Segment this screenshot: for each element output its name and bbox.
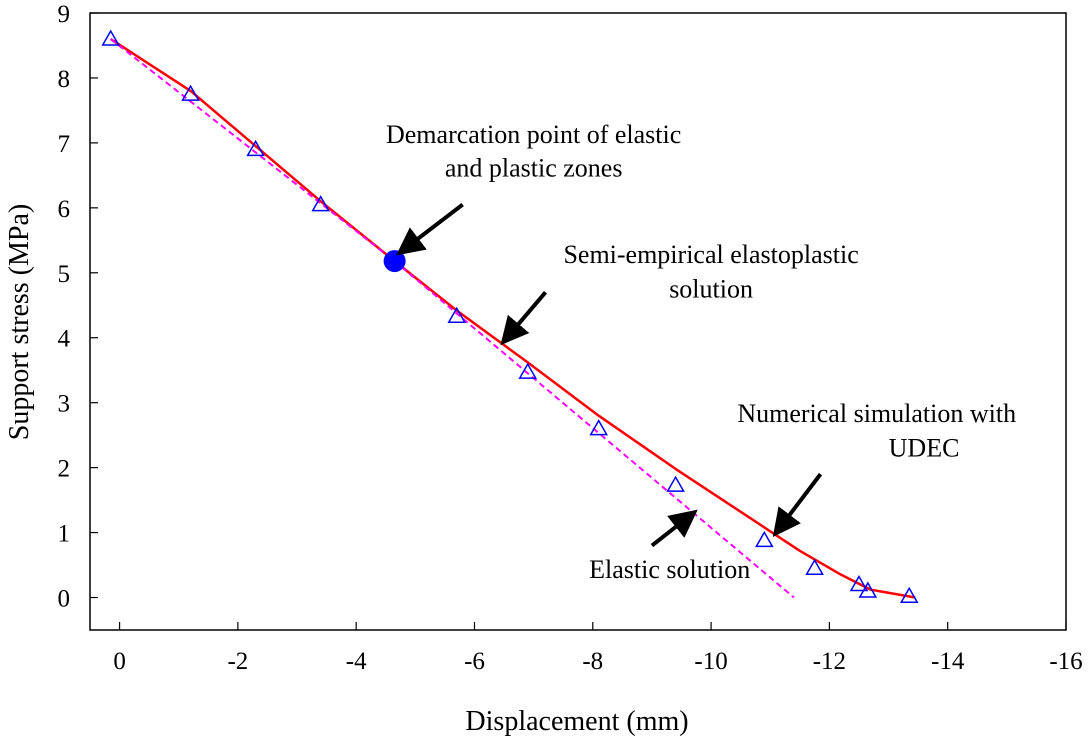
triangle-marker: [518, 362, 538, 379]
data-series: [101, 29, 919, 603]
y-tick-label: 4: [58, 326, 71, 353]
annotations: Demarcation point of elastic and plastic …: [386, 120, 1016, 584]
x-tick-label: -4: [346, 648, 367, 675]
annotation-arrow: [772, 472, 823, 538]
x-axis-label: Displacement (mm): [465, 706, 688, 737]
triangle-marker: [899, 586, 919, 603]
annotation-arrow: [396, 203, 464, 256]
triangle-marker: [246, 139, 265, 157]
y-tick-label: 2: [58, 456, 71, 483]
y-tick-label: 1: [58, 521, 71, 548]
demarcation-point: [383, 250, 406, 273]
annotation-text: and plastic zones: [445, 154, 623, 183]
annotation-text: Demarcation point of elastic: [386, 120, 681, 149]
annotation-text: UDEC: [889, 434, 960, 463]
annotation-text: Semi-empirical elastoplastic: [563, 240, 858, 269]
annotation-arrow: [500, 290, 547, 346]
y-tick-label: 6: [58, 196, 71, 223]
y-tick-label: 7: [58, 131, 71, 158]
annotation-text: Elastic solution: [589, 555, 750, 584]
triangle-marker: [805, 558, 824, 576]
elastoplastic-solution-line: [110, 37, 916, 599]
triangle-marker: [311, 195, 330, 212]
annotation-text: Numerical simulation with: [737, 399, 1016, 428]
y-tick-label: 5: [58, 261, 71, 288]
triangle-marker: [589, 419, 608, 436]
y-tick-label: 0: [58, 586, 71, 613]
x-tick-label: -14: [931, 648, 965, 675]
triangle-marker: [858, 581, 878, 598]
triangle-marker: [666, 475, 685, 492]
x-tick-label: -12: [813, 648, 846, 675]
y-tick-label: 8: [58, 66, 71, 93]
annotation-text: solution: [669, 274, 753, 303]
y-tick-label: 9: [58, 1, 71, 28]
y-axis-label: Support stress (MPa): [4, 204, 35, 440]
triangle-marker: [181, 84, 200, 101]
x-tick-label: -16: [1049, 648, 1082, 675]
triangle-marker: [849, 575, 869, 592]
annotation-arrow: [650, 509, 698, 548]
x-tick-label: -6: [464, 648, 485, 675]
y-tick-label: 3: [58, 391, 71, 418]
triangle-marker: [755, 530, 774, 548]
x-tick-label: 0: [113, 648, 126, 675]
x-tick-label: -8: [582, 648, 603, 675]
x-tick-label: -10: [694, 648, 727, 675]
triangle-marker: [101, 29, 120, 46]
plot-frame: [89, 12, 1067, 631]
x-tick-label: -2: [227, 648, 248, 675]
axis-ticks: 0 -2 -4 -6 -8 -10 -12 -14 -16 0 1 2 3 4 5 6 7 8 9: [58, 1, 1083, 675]
triangle-marker: [447, 306, 467, 324]
